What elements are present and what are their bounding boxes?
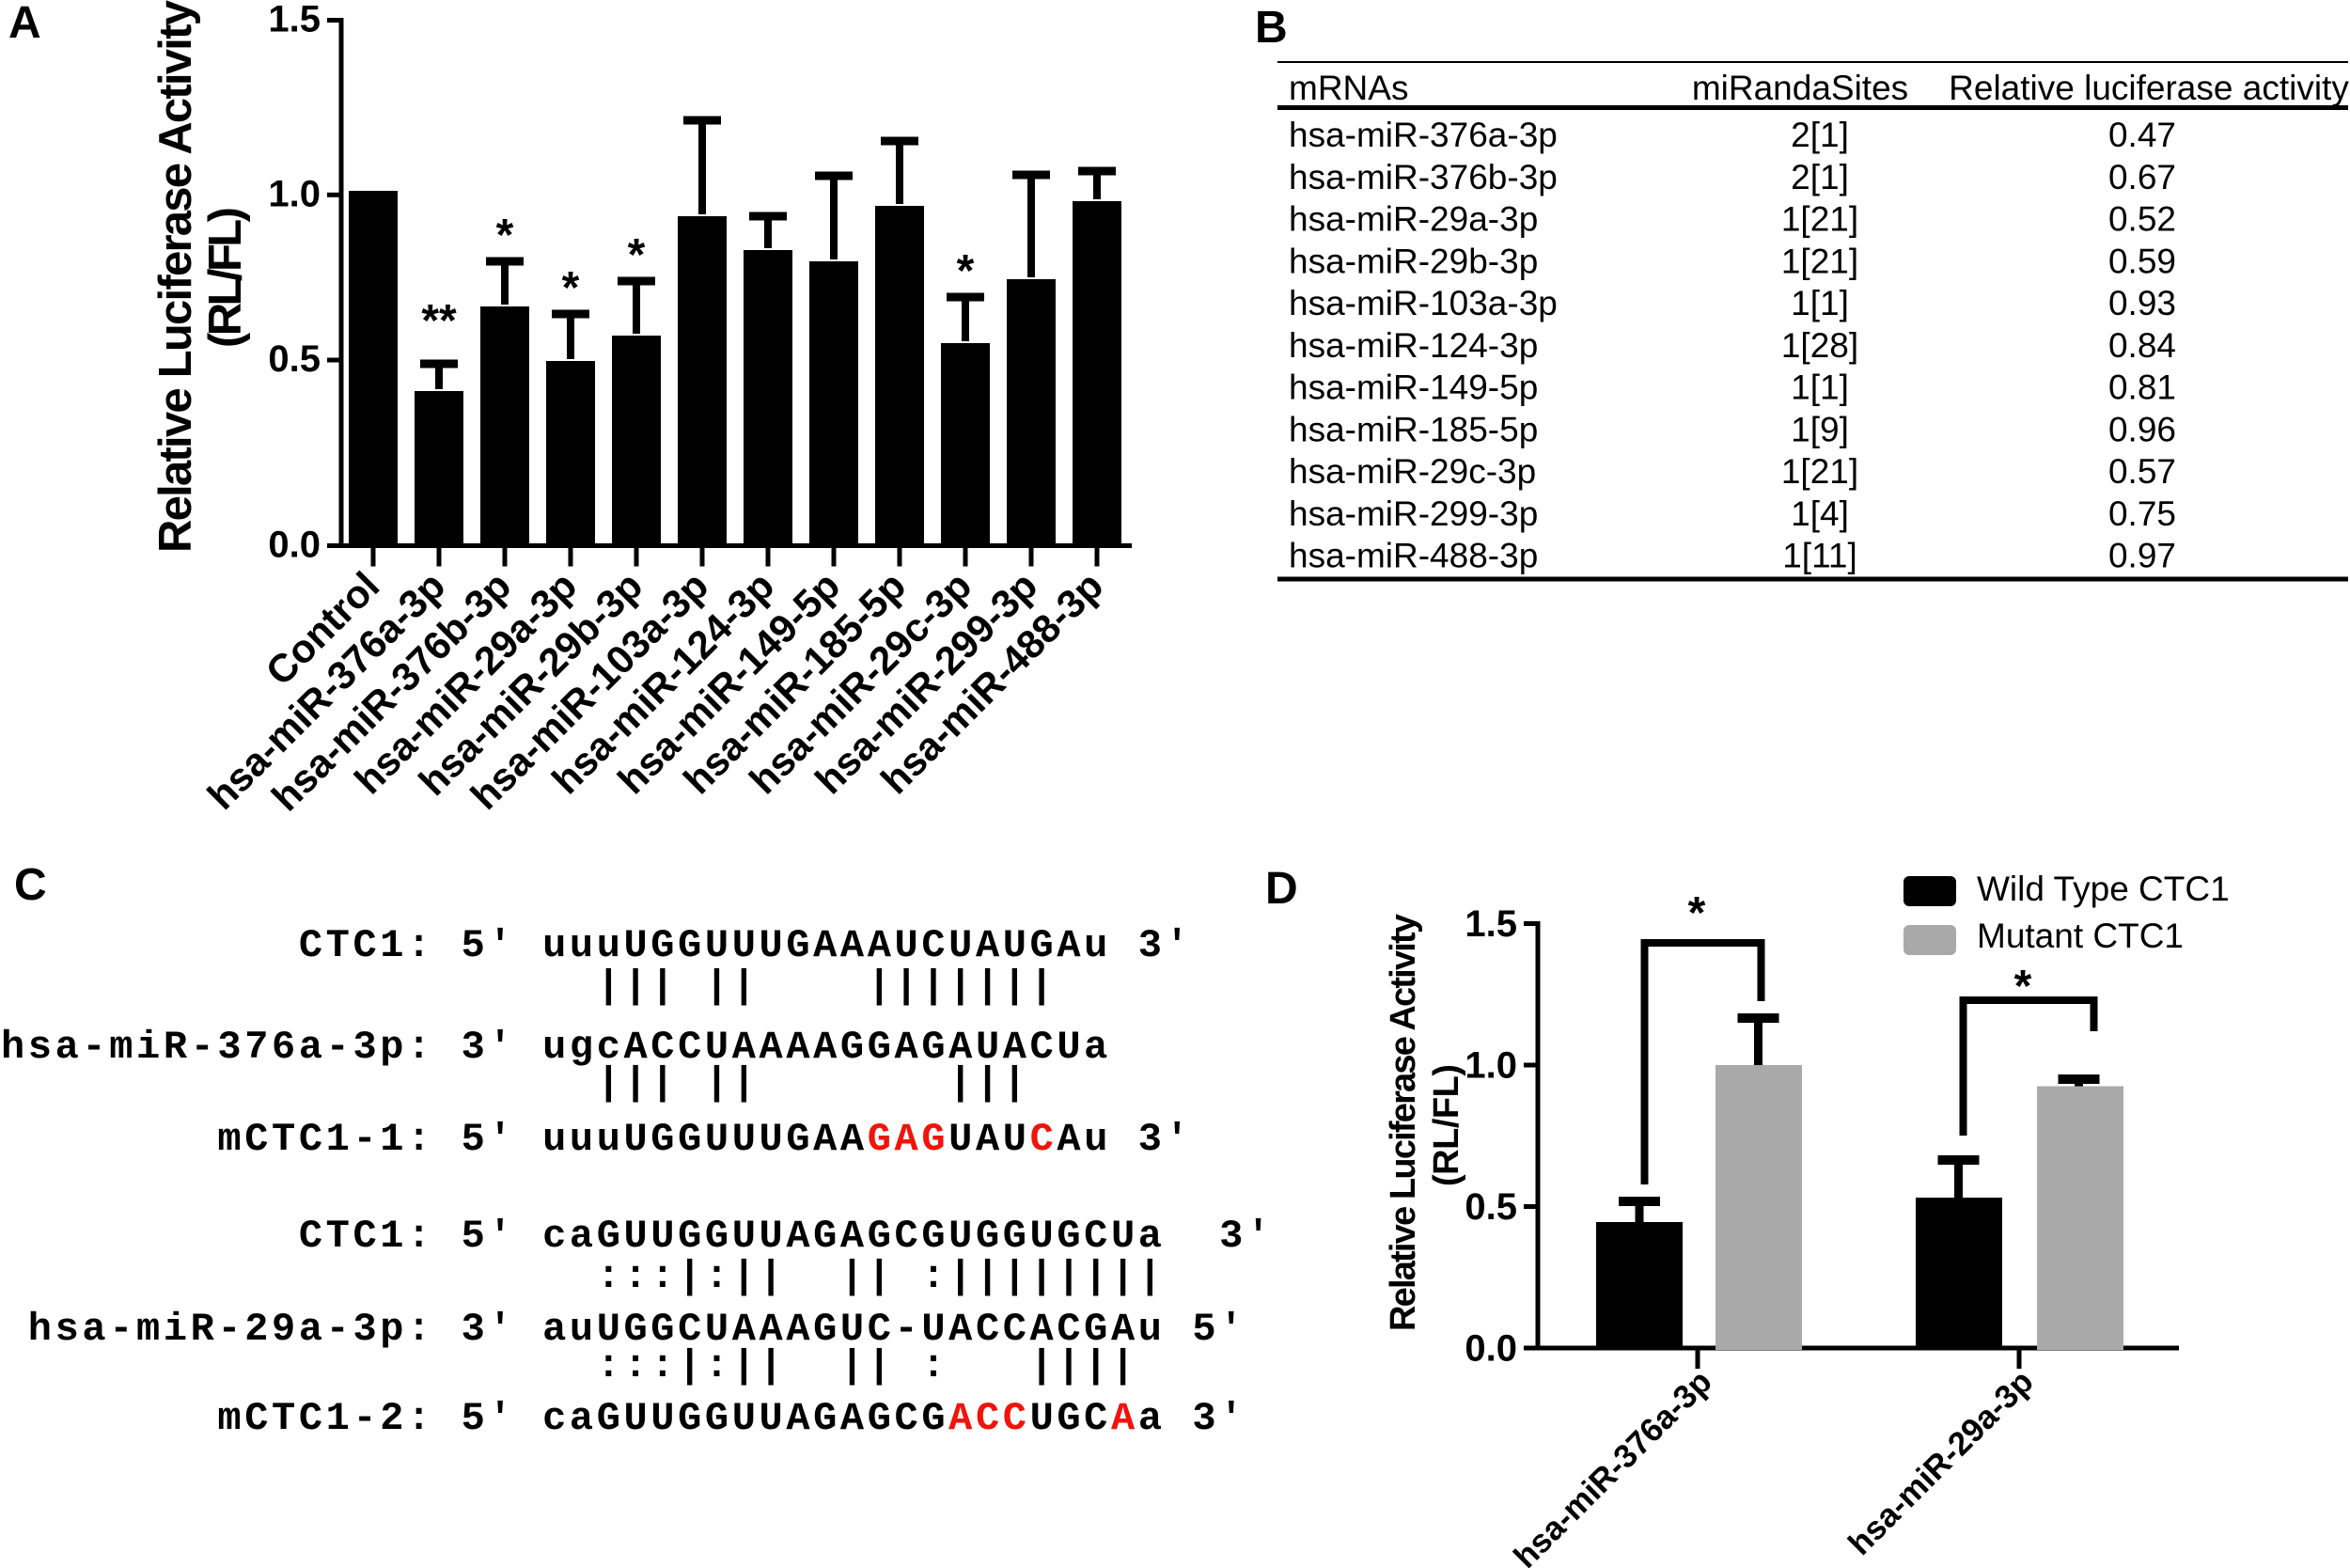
svg-text:1.0: 1.0 bbox=[268, 173, 321, 214]
svg-text:Relative Luciferase Activity: Relative Luciferase Activity bbox=[150, 0, 201, 553]
svg-text:1[4]: 1[4] bbox=[1791, 494, 1849, 533]
svg-text:*: * bbox=[2014, 962, 2032, 1011]
svg-text:*: * bbox=[1688, 888, 1706, 938]
svg-text:C: C bbox=[14, 860, 47, 910]
svg-text:1[1]: 1[1] bbox=[1791, 284, 1849, 322]
svg-text:1.0: 1.0 bbox=[1465, 1045, 1517, 1087]
svg-text:2[1]: 2[1] bbox=[1791, 158, 1849, 196]
svg-text:(RL/FL): (RL/FL) bbox=[200, 207, 251, 348]
svg-text:0.81: 0.81 bbox=[2108, 368, 2176, 407]
svg-text:1[28]: 1[28] bbox=[1781, 326, 1858, 365]
svg-text:Wild Type CTC1: Wild Type CTC1 bbox=[1977, 870, 2230, 908]
svg-text:hsa-miR-488-3p: hsa-miR-488-3p bbox=[1289, 537, 1538, 575]
svg-text:0.0: 0.0 bbox=[1465, 1328, 1517, 1370]
svg-text:*: * bbox=[562, 263, 580, 313]
svg-text:hsa-miR-103a-3p: hsa-miR-103a-3p bbox=[1289, 284, 1558, 322]
svg-text:0.5: 0.5 bbox=[1465, 1186, 1517, 1228]
svg-text:hsa-miR-29a-3p: hsa-miR-29a-3p bbox=[1289, 200, 1538, 239]
svg-text:mCTC1-2: 5' caGUUGGUUAGAGCGACC: mCTC1-2: 5' caGUUGGUUAGAGCGACCUGCAa 3' bbox=[1, 1396, 1246, 1441]
svg-text:0.57: 0.57 bbox=[2108, 452, 2176, 491]
svg-text:mRNAs: mRNAs bbox=[1289, 69, 1408, 107]
svg-text:*: * bbox=[628, 230, 646, 280]
svg-text:0.0: 0.0 bbox=[268, 525, 321, 566]
svg-text:miRandaSites: miRandaSites bbox=[1692, 69, 1908, 107]
svg-text:hsa-miR-376b-3p: hsa-miR-376b-3p bbox=[1289, 158, 1558, 196]
svg-text:0.52: 0.52 bbox=[2108, 200, 2176, 239]
svg-text:0.67: 0.67 bbox=[2108, 158, 2176, 196]
svg-text:hsa-miR-29b-3p: hsa-miR-29b-3p bbox=[1289, 242, 1538, 280]
svg-text:hsa-miR-376a-3p: hsa-miR-376a-3p bbox=[1289, 116, 1558, 154]
svg-text:*: * bbox=[957, 246, 975, 296]
svg-text:0.5: 0.5 bbox=[268, 338, 321, 380]
svg-text:A: A bbox=[8, 0, 41, 48]
svg-text:1[1]: 1[1] bbox=[1791, 368, 1849, 407]
svg-text:0.84: 0.84 bbox=[2108, 326, 2176, 365]
svg-text:hsa-miR-29a-3p: 3' auUGGCUAAAG: hsa-miR-29a-3p: 3' auUGGCUAAAGUC-UACCACG… bbox=[1, 1307, 1246, 1352]
svg-text:2[1]: 2[1] bbox=[1791, 116, 1849, 154]
svg-text::::|:|| || :||||||||: :::|:|| || :|||||||| bbox=[1, 1254, 1166, 1299]
svg-text:0.59: 0.59 bbox=[2108, 242, 2176, 280]
svg-text:||| || |||: ||| || ||| bbox=[1, 1060, 1030, 1105]
svg-text:CTC1: 5' caGUUGGUUAGAGCGUGGUGC: CTC1: 5' caGUUGGUUAGAGCGUGGUGCUa 3' bbox=[1, 1214, 1274, 1259]
svg-text:Mutant CTC1: Mutant CTC1 bbox=[1977, 917, 2184, 955]
svg-text:0.97: 0.97 bbox=[2108, 537, 2176, 575]
svg-text:CTC1: 5' uuuUGGUUUGAAAUCUAUGAu: CTC1: 5' uuuUGGUUUGAAAUCUAUGAu 3' bbox=[1, 923, 1192, 968]
svg-text:0.96: 0.96 bbox=[2108, 410, 2176, 448]
svg-text:Relative luciferase activity: Relative luciferase activity bbox=[1949, 69, 2349, 107]
svg-text:1[21]: 1[21] bbox=[1781, 242, 1858, 280]
svg-text:1[21]: 1[21] bbox=[1781, 452, 1858, 491]
svg-text:1.5: 1.5 bbox=[1465, 903, 1517, 945]
svg-text:hsa-miR-149-5p: hsa-miR-149-5p bbox=[1289, 368, 1538, 407]
svg-text:D: D bbox=[1265, 864, 1298, 914]
svg-text:Relative Luciferase Activity: Relative Luciferase Activity bbox=[1384, 914, 1423, 1331]
svg-text:mCTC1-1: 5' uuuUGGUUUGAAGAGUAU: mCTC1-1: 5' uuuUGGUUUGAAGAGUAUCAu 3' bbox=[1, 1117, 1192, 1162]
svg-text:0.47: 0.47 bbox=[2108, 116, 2176, 154]
svg-text:1[9]: 1[9] bbox=[1791, 410, 1849, 448]
svg-text:||| || |||||||: ||| || ||||||| bbox=[1, 964, 1057, 1009]
svg-text:hsa-miR-29c-3p: hsa-miR-29c-3p bbox=[1289, 452, 1536, 491]
svg-text:1[21]: 1[21] bbox=[1781, 200, 1858, 239]
svg-text:1[11]: 1[11] bbox=[1782, 537, 1857, 575]
svg-text:hsa-miR-185-5p: hsa-miR-185-5p bbox=[1289, 410, 1538, 448]
svg-text:0.75: 0.75 bbox=[2108, 494, 2176, 533]
svg-text:0.93: 0.93 bbox=[2108, 284, 2176, 322]
svg-text:1.5: 1.5 bbox=[268, 0, 321, 40]
svg-text:hsa-miR-376a-3p: 3' ugcACCUAAA: hsa-miR-376a-3p: 3' ugcACCUAAAAGGAGAUACU… bbox=[1, 1025, 1111, 1070]
svg-text:B: B bbox=[1255, 3, 1288, 53]
svg-text:**: ** bbox=[421, 296, 457, 346]
svg-text:(RL/FL): (RL/FL) bbox=[1427, 1064, 1466, 1186]
svg-text:hsa-miR-124-3p: hsa-miR-124-3p bbox=[1289, 326, 1538, 365]
svg-text::::|:|| || : ||||: :::|:|| || : |||| bbox=[1, 1343, 1138, 1388]
svg-text:hsa-miR-299-3p: hsa-miR-299-3p bbox=[1289, 494, 1538, 533]
svg-text:*: * bbox=[496, 211, 514, 260]
